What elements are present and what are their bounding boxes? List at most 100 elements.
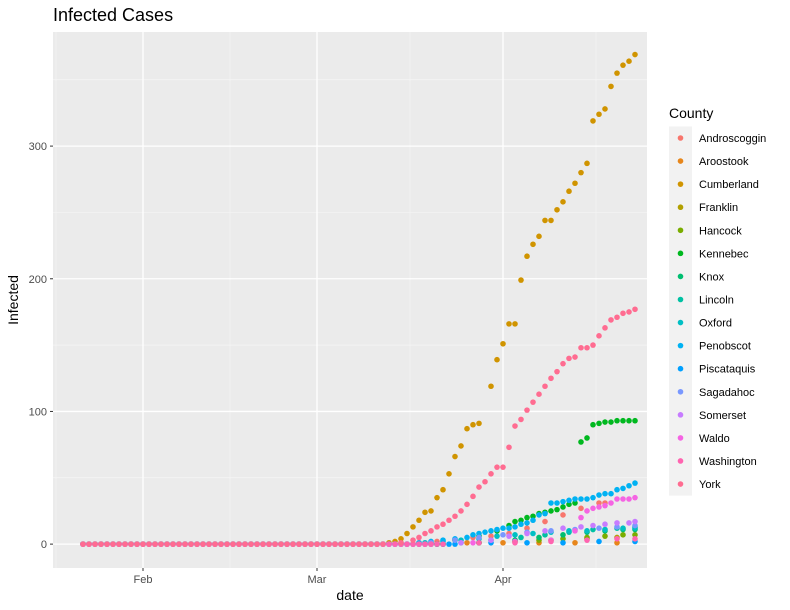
data-point <box>620 496 626 502</box>
data-point <box>500 539 506 546</box>
data-point <box>356 541 362 547</box>
data-point <box>422 541 428 547</box>
data-point <box>446 517 452 524</box>
data-point <box>608 83 614 90</box>
data-point <box>542 510 548 517</box>
data-point <box>560 525 566 531</box>
legend-key-somerset <box>677 412 684 418</box>
data-point <box>632 522 638 529</box>
data-point <box>548 528 554 534</box>
legend-label: Androscoggin <box>699 133 766 145</box>
data-point <box>566 355 572 362</box>
data-point <box>590 421 596 428</box>
data-point <box>434 524 440 530</box>
data-point <box>620 310 626 317</box>
data-point <box>572 354 578 360</box>
data-point <box>524 530 530 537</box>
y-tick-label: 300 <box>29 141 47 153</box>
data-point <box>392 541 398 547</box>
data-point <box>596 111 602 118</box>
data-point <box>620 485 626 492</box>
data-point <box>548 217 554 224</box>
data-point <box>404 530 410 537</box>
legend-label: Cumberland <box>699 179 759 191</box>
data-point <box>608 317 614 323</box>
data-point <box>542 518 548 525</box>
data-point <box>338 541 344 547</box>
plot-panel <box>53 32 647 568</box>
data-point <box>440 541 446 547</box>
data-point <box>524 407 530 413</box>
legend-label: Piscataquis <box>699 364 756 376</box>
legend-key-androscoggin <box>677 135 684 141</box>
legend-key-knox <box>677 273 684 280</box>
data-point <box>530 399 536 405</box>
data-point <box>380 541 386 547</box>
legend-key-background <box>669 126 692 496</box>
data-point <box>458 539 464 546</box>
data-point <box>536 534 542 541</box>
data-point <box>170 541 176 547</box>
legend-key-waldo <box>677 435 684 441</box>
data-point <box>512 423 518 429</box>
data-point <box>128 541 134 547</box>
data-point <box>596 333 602 339</box>
legend-key-cumberland <box>677 181 684 187</box>
data-point <box>98 541 104 547</box>
data-point <box>440 537 446 543</box>
data-point <box>566 188 572 195</box>
data-point <box>578 514 584 521</box>
data-point <box>560 504 566 510</box>
data-point <box>308 541 314 547</box>
data-point <box>266 541 272 547</box>
data-point <box>164 541 170 547</box>
data-point <box>488 471 494 477</box>
data-point <box>518 521 524 528</box>
data-point <box>410 541 416 547</box>
legend-label: Kennebec <box>699 248 749 260</box>
data-point <box>632 536 638 542</box>
x-tick-label: Apr <box>494 574 511 586</box>
legend-label: Penobscot <box>699 341 751 353</box>
data-point <box>506 321 512 327</box>
data-point <box>218 541 224 547</box>
data-point <box>122 541 128 547</box>
data-point <box>596 420 602 427</box>
data-point <box>284 541 290 547</box>
data-point <box>536 512 542 518</box>
series-york <box>80 306 638 547</box>
data-point <box>458 443 464 449</box>
data-point <box>452 537 458 543</box>
data-point <box>590 522 596 529</box>
data-point <box>578 524 584 530</box>
data-point <box>608 419 614 425</box>
data-point <box>404 541 410 547</box>
data-point <box>602 490 608 497</box>
data-point <box>512 524 518 530</box>
data-point <box>488 528 494 534</box>
data-point <box>512 539 518 546</box>
data-point <box>386 541 392 547</box>
data-point <box>488 537 494 543</box>
data-point <box>506 533 512 539</box>
data-point <box>554 368 560 375</box>
data-point <box>482 478 488 485</box>
data-point <box>602 502 608 509</box>
data-point <box>152 541 158 547</box>
data-point <box>434 494 440 501</box>
data-point <box>290 541 296 547</box>
x-axis: Feb Mar Apr <box>134 568 512 586</box>
data-point <box>560 512 566 518</box>
data-point <box>230 541 236 547</box>
data-point <box>200 541 206 547</box>
data-point <box>614 417 620 424</box>
data-point <box>410 524 416 530</box>
data-point <box>614 524 620 530</box>
data-point <box>524 525 530 531</box>
data-point <box>602 526 608 533</box>
data-point <box>92 541 98 547</box>
data-point <box>590 342 596 348</box>
data-point <box>554 500 560 506</box>
legend-label: Knox <box>699 271 725 283</box>
